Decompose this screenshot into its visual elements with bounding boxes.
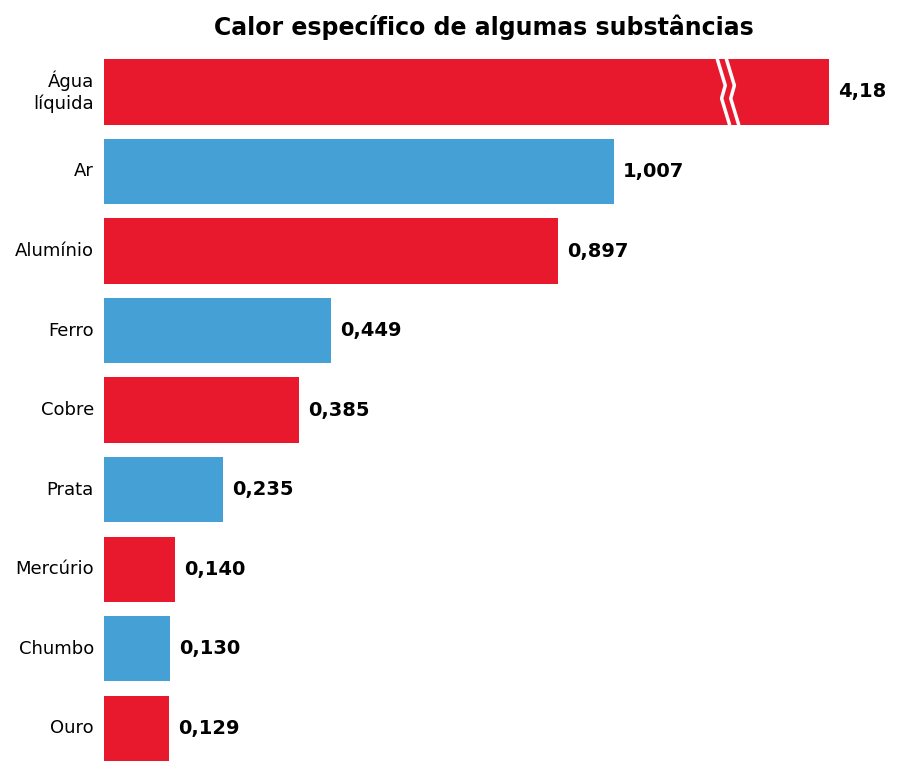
Text: 0,130: 0,130: [179, 639, 240, 659]
Bar: [104, 616, 170, 681]
Bar: [104, 536, 174, 602]
Bar: [104, 695, 169, 761]
Text: 0,129: 0,129: [178, 719, 239, 738]
Bar: [104, 377, 299, 442]
Text: 0,235: 0,235: [232, 480, 293, 499]
Text: 0,385: 0,385: [308, 401, 369, 420]
Title: Calor específico de algumas substâncias: Calor específico de algumas substâncias: [214, 15, 753, 41]
Text: 0,897: 0,897: [566, 241, 628, 261]
Text: 1,007: 1,007: [622, 162, 684, 181]
Text: 4,18: 4,18: [837, 82, 885, 102]
Text: 0,140: 0,140: [184, 560, 245, 579]
Bar: [104, 60, 828, 124]
Bar: [104, 218, 557, 283]
Bar: [104, 457, 223, 522]
Text: 0,449: 0,449: [340, 321, 401, 340]
Bar: [104, 298, 331, 363]
Bar: [104, 139, 613, 204]
